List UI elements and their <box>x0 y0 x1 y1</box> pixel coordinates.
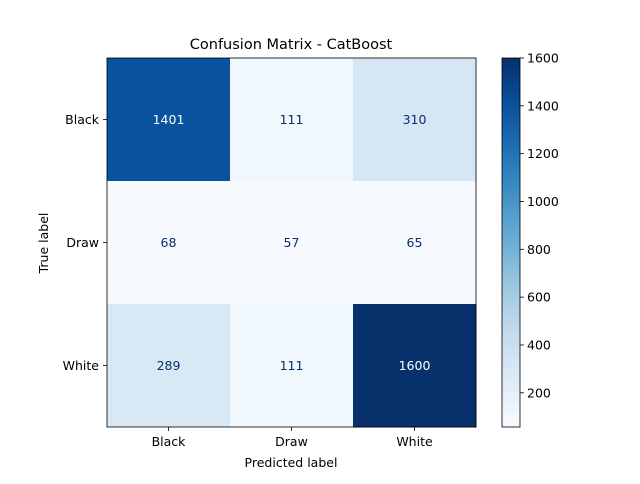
colorbar-tick-label: 400 <box>527 337 551 352</box>
heatmap-cell-1-0 <box>107 181 231 305</box>
cell-value-label: 1401 <box>153 112 185 127</box>
colorbar-tick-label: 1600 <box>527 51 559 66</box>
colorbar: 200 400 600 800 1000 1200 1400 1600 <box>501 51 559 428</box>
y-axis-label: True label <box>36 213 51 275</box>
colorbar-tick-label: 1400 <box>527 98 559 113</box>
heatmap-cell-0-2 <box>353 58 477 182</box>
heatmap-cell-1-2 <box>353 181 477 305</box>
heatmap-cell-2-0 <box>107 304 231 428</box>
x-tick-label: Draw <box>275 434 308 449</box>
colorbar-tick-label: 1200 <box>527 146 559 161</box>
cell-value-label: 1600 <box>399 358 431 373</box>
heatmap-cell-2-2 <box>353 304 477 428</box>
heatmap-cell-2-1 <box>230 304 354 428</box>
x-axis-label: Predicted label <box>245 455 338 470</box>
colorbar-gradient-rect <box>502 58 520 427</box>
cell-value-label: 65 <box>407 235 423 250</box>
cell-value-label: 310 <box>403 112 427 127</box>
heatmap-cells <box>107 58 477 428</box>
colorbar-tick-label: 200 <box>527 385 551 400</box>
x-tick-label: White <box>396 434 433 449</box>
cell-value-label: 68 <box>161 235 177 250</box>
cell-value-label: 57 <box>284 235 300 250</box>
colorbar-tick-label: 800 <box>527 242 551 257</box>
heatmap-axes: Black Draw White Black Draw White <box>63 57 477 449</box>
cell-value-label: 111 <box>280 358 304 373</box>
heatmap-cell-0-0 <box>107 58 231 182</box>
cell-value-label: 111 <box>280 112 304 127</box>
x-tick-label: Black <box>152 434 187 449</box>
cell-value-label: 289 <box>157 358 181 373</box>
heatmap-value-labels: 1401 111 310 68 57 65 289 111 1600 <box>153 112 431 373</box>
colorbar-tick-label: 600 <box>527 290 551 305</box>
y-tick-label: Draw <box>66 235 99 250</box>
heatmap-cell-1-1 <box>230 181 354 305</box>
colorbar-tick-label: 1000 <box>527 194 559 209</box>
colorbar-frame <box>501 57 521 428</box>
y-tick-label: Black <box>65 112 100 127</box>
chart-title: Confusion Matrix - CatBoost <box>190 37 393 53</box>
heatmap-cell-0-1 <box>230 58 354 182</box>
y-tick-label: White <box>63 358 100 373</box>
